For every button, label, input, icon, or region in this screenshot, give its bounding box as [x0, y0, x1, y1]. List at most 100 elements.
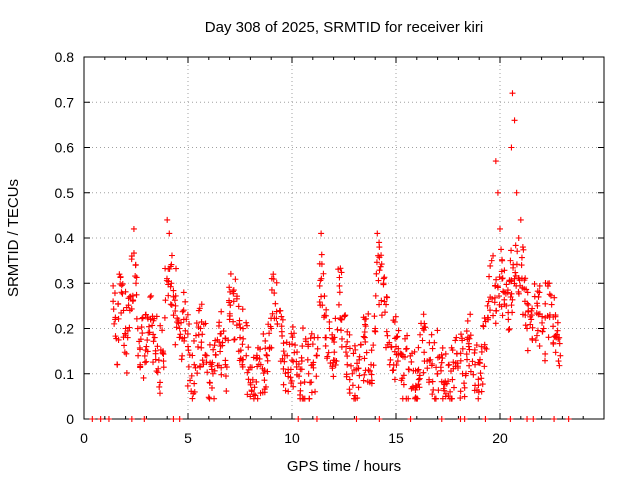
data-point	[117, 273, 124, 280]
grid-lines	[84, 57, 604, 419]
data-point	[126, 307, 133, 314]
data-point	[378, 312, 385, 319]
data-point	[245, 366, 252, 373]
data-point	[198, 301, 205, 308]
data-point	[122, 332, 129, 339]
x-axis-label: GPS time / hours	[287, 458, 401, 475]
data-point	[247, 393, 254, 400]
zero-point	[507, 416, 514, 422]
data-point	[171, 297, 178, 304]
data-point	[539, 328, 546, 335]
data-point	[411, 348, 418, 355]
data-point	[402, 335, 409, 342]
data-point	[316, 282, 323, 289]
data-point	[370, 362, 377, 369]
data-point	[168, 261, 175, 268]
data-point	[505, 316, 512, 323]
data-point	[355, 365, 362, 372]
data-point	[118, 282, 125, 289]
data-point	[508, 277, 515, 284]
data-point	[454, 360, 461, 367]
data-point	[172, 302, 179, 309]
y-tick-label: 0	[66, 411, 74, 427]
data-point	[368, 371, 375, 378]
data-point	[282, 387, 289, 394]
data-point	[277, 307, 284, 314]
data-point	[267, 323, 274, 330]
data-point	[448, 395, 455, 402]
data-point	[509, 90, 516, 97]
data-point	[133, 274, 140, 281]
data-point	[535, 311, 542, 318]
data-point	[361, 355, 368, 362]
data-point	[181, 337, 188, 344]
data-point	[198, 339, 205, 346]
data-point	[240, 335, 247, 342]
x-tick-label: 5	[184, 430, 192, 446]
data-point	[314, 334, 321, 341]
data-point	[363, 315, 369, 322]
data-point	[542, 350, 549, 357]
data-point	[146, 329, 153, 336]
data-point	[533, 332, 540, 339]
data-point	[153, 313, 160, 320]
data-point	[361, 371, 368, 378]
data-point	[357, 341, 364, 348]
data-point	[331, 339, 338, 346]
data-point	[539, 319, 546, 326]
data-point	[399, 353, 406, 360]
data-point	[148, 292, 155, 299]
data-point	[189, 395, 196, 402]
data-point	[449, 376, 456, 383]
data-point	[191, 380, 198, 387]
data-point	[218, 364, 225, 371]
data-point	[555, 336, 562, 343]
data-point	[272, 300, 279, 307]
data-point	[454, 363, 461, 370]
data-point	[491, 299, 498, 306]
data-point	[121, 342, 128, 349]
data-point	[278, 313, 285, 320]
data-point	[373, 270, 380, 277]
data-point	[550, 340, 557, 347]
data-point	[522, 322, 529, 329]
data-point	[137, 363, 144, 370]
x-tick-label: 20	[492, 430, 508, 446]
data-point	[518, 254, 525, 261]
data-point	[280, 365, 287, 372]
data-point	[406, 366, 413, 373]
zero-point	[170, 416, 177, 422]
data-point	[459, 335, 466, 342]
data-point	[434, 370, 441, 377]
data-point	[273, 279, 280, 286]
data-point	[237, 324, 244, 331]
data-point	[481, 341, 488, 348]
data-point	[209, 359, 216, 366]
data-point	[280, 340, 287, 347]
data-point	[470, 371, 477, 378]
data-point	[464, 317, 471, 324]
data-point	[469, 358, 476, 365]
data-point	[515, 290, 522, 297]
zero-point	[97, 416, 104, 422]
data-point	[332, 361, 339, 368]
data-point	[226, 299, 233, 306]
data-point	[378, 297, 385, 304]
data-point	[472, 361, 479, 368]
data-point	[139, 315, 146, 322]
data-point	[394, 358, 401, 365]
data-point	[383, 293, 390, 300]
zero-point	[530, 416, 537, 422]
data-point	[185, 363, 192, 370]
data-point	[239, 361, 246, 368]
data-point	[540, 325, 547, 332]
y-tick-label: 0.2	[55, 321, 75, 337]
data-point	[308, 389, 315, 396]
data-point	[212, 351, 219, 358]
data-point	[293, 363, 300, 370]
data-point	[152, 356, 159, 363]
data-point	[457, 388, 464, 395]
data-point	[534, 327, 541, 334]
x-tick-label: 10	[284, 430, 300, 446]
data-point	[110, 282, 117, 289]
